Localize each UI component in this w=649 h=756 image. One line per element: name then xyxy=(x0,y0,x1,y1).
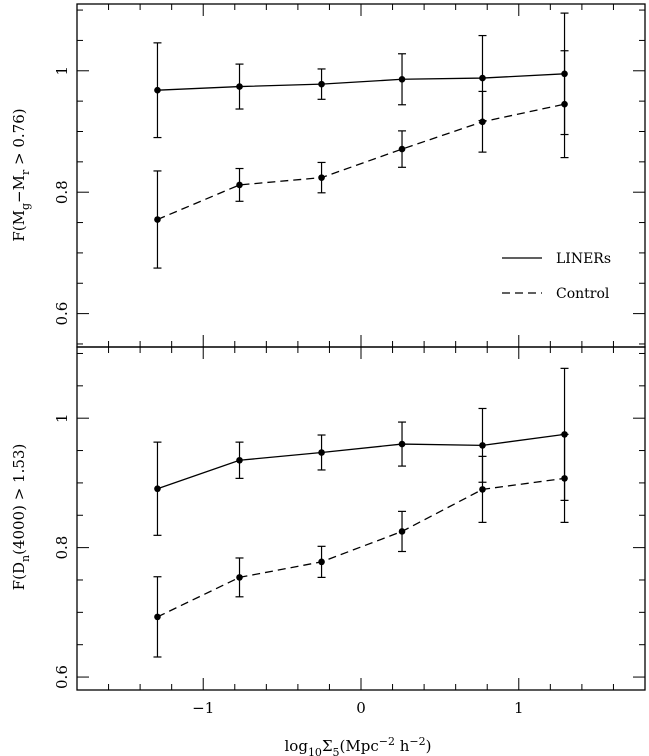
data-point xyxy=(479,486,486,493)
legend-label-control: Control xyxy=(556,286,610,302)
data-point xyxy=(561,475,568,482)
data-point xyxy=(479,118,486,126)
data-point xyxy=(398,145,406,153)
x-axis-title: log10Σ5(Mpc−2 h−2) xyxy=(285,735,432,756)
plot-frame xyxy=(76,346,646,691)
data-point xyxy=(479,442,486,449)
data-point xyxy=(398,528,406,535)
series-line-control xyxy=(157,477,565,618)
data-point xyxy=(561,100,568,108)
y-tick-label: 0.8 xyxy=(53,180,71,204)
axis-titles: F(Mg−Mr > 0.76) F(Dn(4000) > 1.53) log10Σ5… xyxy=(10,108,432,756)
data-point xyxy=(318,80,325,88)
y-tick-label: 1 xyxy=(53,413,71,423)
data-point xyxy=(398,75,406,83)
data-point xyxy=(236,456,243,464)
y-tick-label: 1 xyxy=(53,66,71,76)
data-point xyxy=(318,449,325,456)
data-point xyxy=(318,558,325,566)
x-tick-label: 1 xyxy=(514,699,524,717)
panel-d4000-fraction: 0.6 0.8 1 −1 0 1 xyxy=(53,346,646,717)
y-tick-label: 0.8 xyxy=(53,536,71,560)
data-point xyxy=(154,86,161,94)
legend-label-liners: LINERs xyxy=(556,251,611,267)
series-line-control xyxy=(157,103,565,221)
data-point xyxy=(154,613,161,621)
x-tick-label: −1 xyxy=(192,699,214,717)
data-point xyxy=(398,440,406,448)
data-point xyxy=(154,485,161,493)
data-point xyxy=(479,74,486,82)
series-line-liners xyxy=(157,433,565,490)
y-tick-label: 0.6 xyxy=(53,665,71,689)
y-tick-label: 0.6 xyxy=(53,302,71,326)
data-point xyxy=(236,574,243,581)
data-point xyxy=(236,181,243,189)
x-tick-label: 0 xyxy=(356,699,366,717)
series-line-liners xyxy=(157,73,565,91)
data-point xyxy=(318,174,325,181)
y-axis-title-bottom: F(Dn(4000) > 1.53) xyxy=(10,444,32,591)
y-axis-title-top: F(Mg−Mr > 0.76) xyxy=(10,108,32,241)
data-point xyxy=(236,83,243,90)
panel-color-fraction: 0.6 0.8 1 LINERs Control xyxy=(53,3,646,348)
data-point xyxy=(154,216,161,223)
